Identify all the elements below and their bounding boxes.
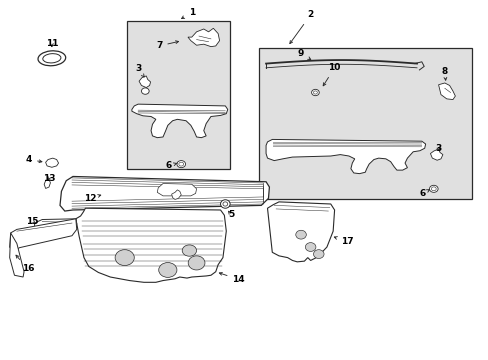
Polygon shape [10,219,77,252]
Ellipse shape [223,202,227,206]
Text: 7: 7 [156,41,178,50]
Text: 6: 6 [419,189,428,198]
Text: 1: 1 [181,8,195,19]
Ellipse shape [220,200,230,208]
Ellipse shape [430,187,435,191]
Polygon shape [60,176,269,211]
Polygon shape [171,190,181,199]
Polygon shape [187,28,219,47]
Text: 4: 4 [25,155,42,164]
Ellipse shape [428,185,437,192]
Ellipse shape [179,162,183,166]
Polygon shape [76,208,226,282]
Ellipse shape [305,243,315,251]
Ellipse shape [115,250,134,266]
Ellipse shape [43,54,61,63]
Ellipse shape [38,51,65,66]
Polygon shape [265,139,425,174]
Polygon shape [45,158,59,167]
Text: 15: 15 [26,217,39,226]
Polygon shape [132,104,227,138]
Text: 14: 14 [219,273,244,284]
Text: 16: 16 [16,255,34,273]
Text: 3: 3 [435,144,441,153]
Polygon shape [267,202,334,262]
Ellipse shape [159,262,177,277]
Text: 11: 11 [45,39,58,48]
Ellipse shape [313,250,324,258]
Polygon shape [44,179,50,189]
Text: 2: 2 [289,10,313,44]
Ellipse shape [182,245,196,256]
Bar [127,21,230,170]
Polygon shape [10,233,24,277]
Polygon shape [139,76,150,87]
Text: 12: 12 [84,194,101,203]
Text: 6: 6 [165,161,177,170]
Polygon shape [438,83,454,100]
Text: 5: 5 [227,210,234,219]
Ellipse shape [141,88,149,94]
Text: 17: 17 [334,237,353,246]
Polygon shape [35,219,77,230]
Text: 13: 13 [42,174,55,183]
Ellipse shape [311,89,319,96]
Polygon shape [157,184,196,196]
Text: 10: 10 [323,63,340,86]
Ellipse shape [177,161,185,168]
Ellipse shape [295,230,305,239]
Ellipse shape [313,91,317,94]
Text: 8: 8 [441,67,447,80]
Bar [258,48,471,199]
Ellipse shape [188,256,204,270]
Text: 3: 3 [135,64,144,77]
Text: 9: 9 [297,49,310,59]
Polygon shape [429,149,442,160]
